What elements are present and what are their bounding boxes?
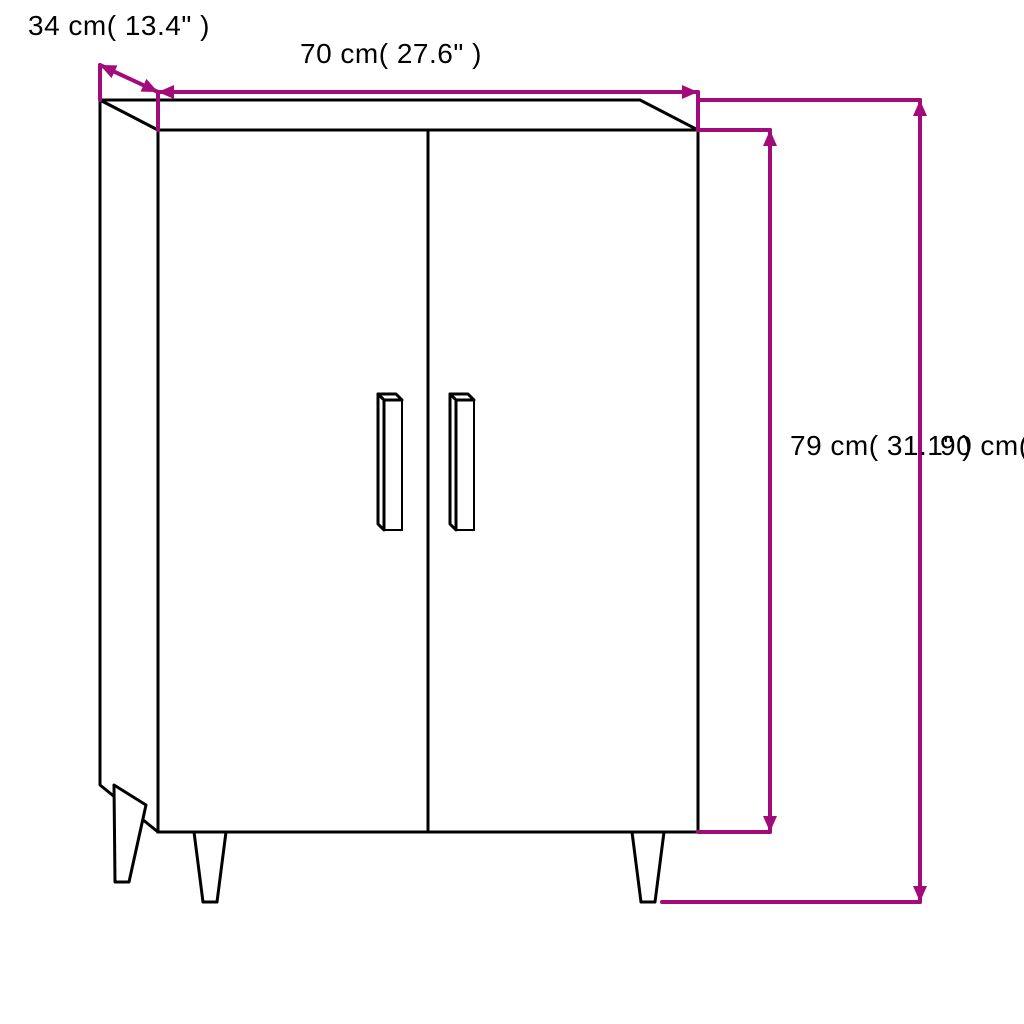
dim-label-width: 70 cm( 27.6" ) [300, 38, 482, 70]
dim-label-depth: 34 cm( 13.4" ) [28, 10, 210, 42]
diagram-stage: 34 cm( 13.4" ) 70 cm( 27.6" ) 79 cm( 31.… [0, 0, 1024, 1024]
diagram-svg [0, 0, 1024, 1024]
dim-label-full-height: 90 cm( 35.4" ) [940, 430, 1024, 462]
